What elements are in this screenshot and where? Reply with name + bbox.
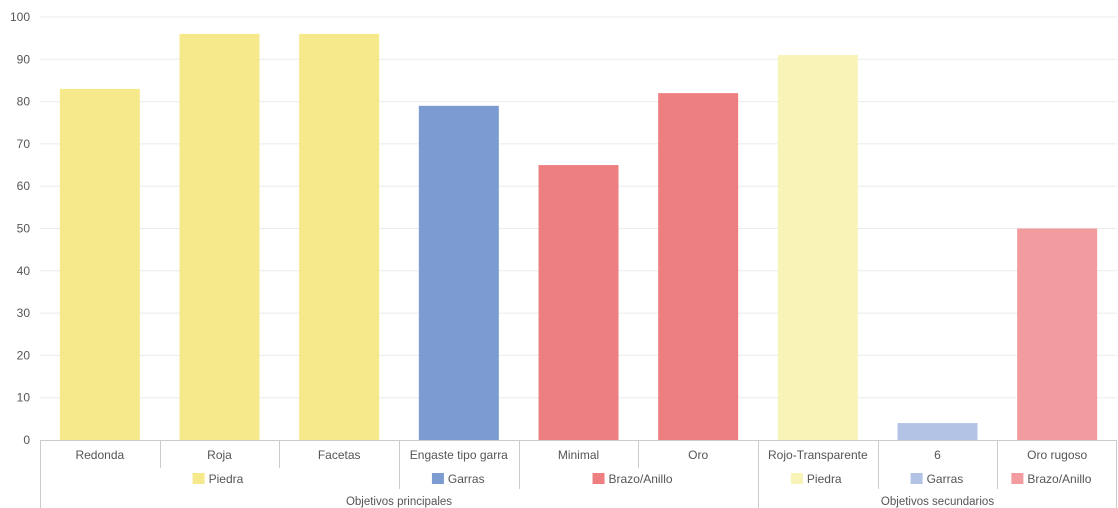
top-group-labels: Objetivos principales Objetivos secundari…: [346, 496, 994, 508]
category-label: Rojo-Transparente: [768, 448, 868, 462]
legend-swatch: [790, 473, 803, 484]
bar: [1017, 228, 1098, 440]
bars: [59, 33, 1098, 441]
bar: [658, 93, 739, 440]
legend-swatch: [1011, 473, 1024, 484]
y-tick-label: 10: [17, 391, 31, 405]
category-label: Oro: [688, 448, 708, 462]
category-label: Facetas: [318, 448, 361, 462]
category-label: Roja: [207, 448, 232, 462]
y-tick-label: 20: [17, 348, 31, 362]
bar: [299, 33, 380, 441]
category-label: Engaste tipo garra: [410, 448, 508, 462]
legend-label: Brazo/Anillo: [1027, 472, 1091, 486]
y-tick-label: 60: [17, 179, 31, 193]
y-tick-label: 40: [17, 264, 31, 278]
y-tick-label: 100: [10, 10, 30, 24]
group-label: Objetivos secundarios: [881, 496, 994, 508]
bar: [538, 165, 619, 441]
legend-label: Garras: [448, 472, 485, 486]
category-label: Minimal: [558, 448, 599, 462]
bar: [777, 55, 858, 440]
category-label: Redonda: [75, 448, 124, 462]
legend-swatch: [910, 473, 923, 484]
y-tick-label: 50: [17, 222, 31, 236]
y-tick-label: 0: [23, 433, 30, 447]
legend-label: Brazo/Anillo: [609, 472, 673, 486]
bar: [897, 423, 978, 440]
legend-label: Piedra: [807, 472, 842, 486]
group-label: Objetivos principales: [346, 496, 452, 508]
legend-swatch: [192, 473, 205, 484]
axis-frame-lines: [40, 440, 1117, 508]
legend-swatch: [431, 473, 444, 484]
bar: [179, 33, 260, 441]
y-axis-tick-labels: 0 10 20 30 40 50 60 70 80 90 100: [10, 10, 30, 447]
legend-label: Piedra: [209, 472, 244, 486]
legend-swatch: [592, 473, 605, 484]
bar: [59, 88, 140, 440]
y-tick-label: 70: [17, 137, 31, 151]
category-labels: Redonda Roja Facetas Engaste tipo garra Mini…: [75, 448, 1087, 462]
legend-label: Garras: [927, 472, 964, 486]
y-tick-label: 90: [17, 52, 31, 66]
legend-groups: Piedra Garras Brazo/Anillo Piedra Garras Braz…: [192, 472, 1092, 486]
category-label: Oro rugoso: [1027, 448, 1087, 462]
category-label: 6: [934, 448, 941, 462]
y-tick-label: 80: [17, 95, 31, 109]
bar: [418, 105, 499, 440]
y-tick-label: 30: [17, 306, 31, 320]
